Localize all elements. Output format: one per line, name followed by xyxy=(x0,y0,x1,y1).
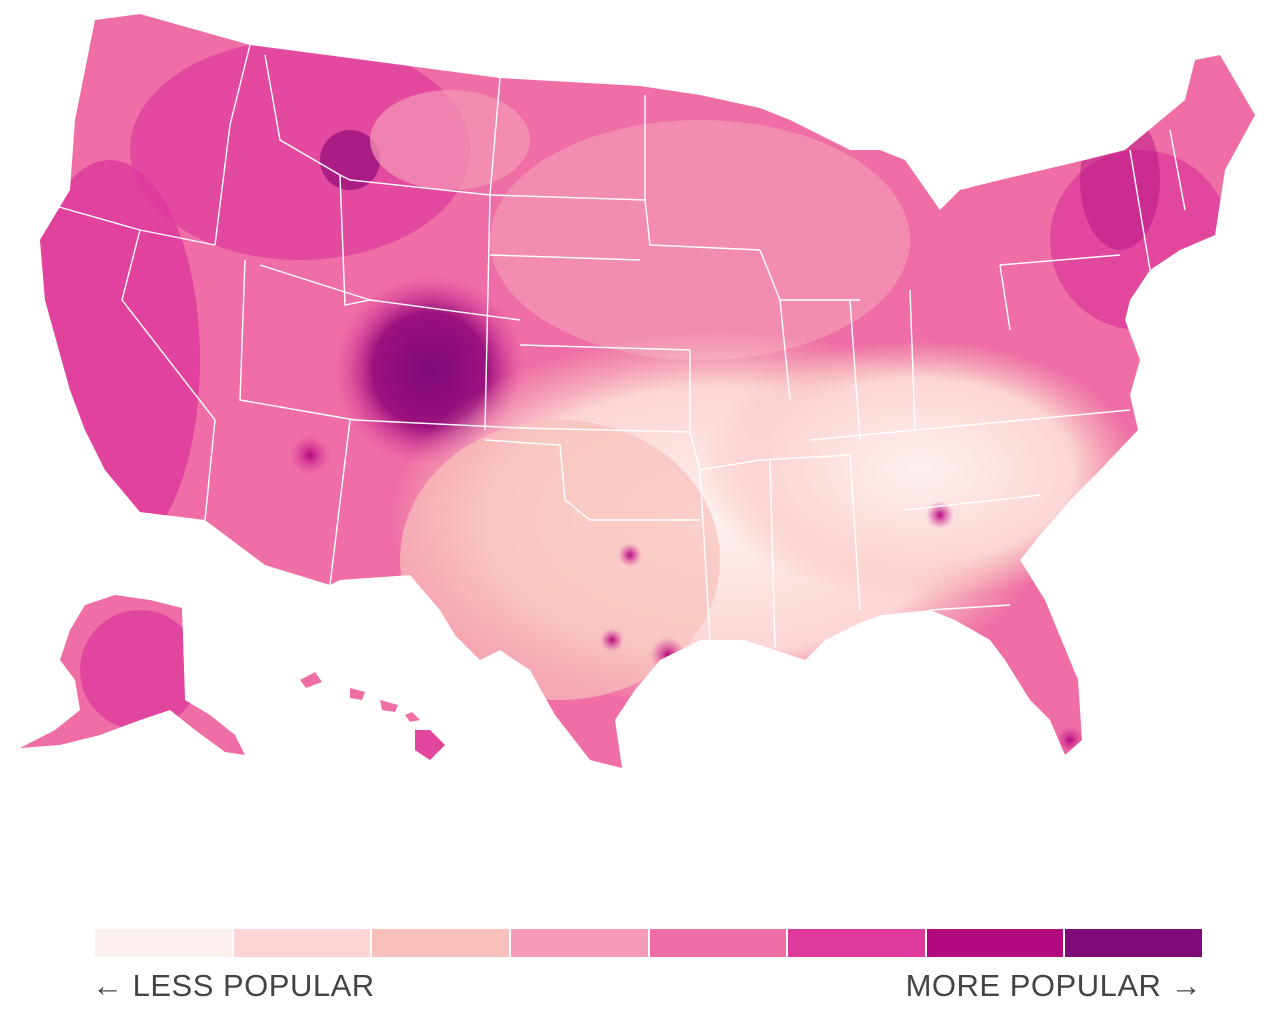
less-popular-label: ← LESS POPULAR xyxy=(92,968,375,1003)
legend-swatch-2 xyxy=(233,929,371,957)
more-popular-label: MORE POPULAR → xyxy=(905,968,1202,1003)
legend-swatch-6 xyxy=(788,929,925,957)
legend-swatch-5 xyxy=(649,929,787,957)
legend-swatch-4 xyxy=(510,929,648,957)
color-legend xyxy=(95,929,1202,959)
legend-swatch-3 xyxy=(372,929,509,957)
us-choropleth-map xyxy=(20,14,1255,768)
legend-swatch-8 xyxy=(1065,929,1202,957)
legend-swatch-7 xyxy=(926,929,1064,957)
state-borders xyxy=(51,44,1186,649)
legend-swatch-1 xyxy=(95,929,232,957)
